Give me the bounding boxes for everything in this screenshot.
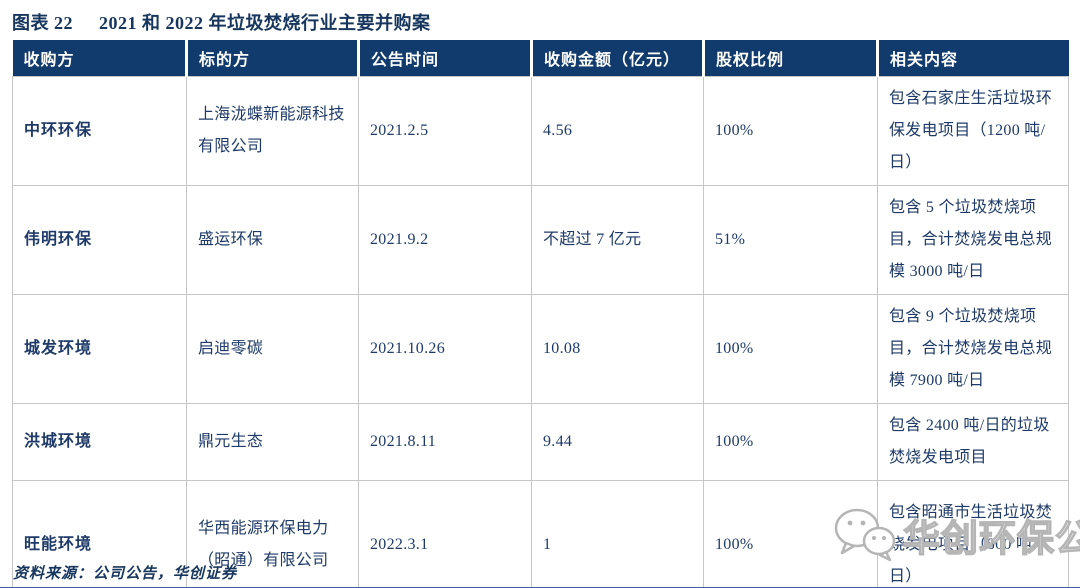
table-row: 旺能环境 华西能源环保电力（昭通）有限公司 2022.3.1 1 100% 包含… — [12, 479, 1069, 588]
cell-target: 华西能源环保电力（昭通）有限公司 — [186, 479, 359, 588]
cell-equity: 51% — [703, 184, 878, 295]
col-header-amount: 收购金额（亿元） — [531, 40, 705, 76]
table-row: 城发环境 启迪零碳 2021.10.26 10.08 100% 包含 9 个垃圾… — [12, 293, 1069, 404]
cell-target: 启迪零碳 — [186, 293, 359, 404]
col-header-equity: 股权比例 — [703, 40, 879, 76]
cell-amount: 不超过 7 亿元 — [531, 184, 704, 295]
cell-equity: 100% — [703, 75, 878, 186]
cell-date: 2021.2.5 — [358, 75, 532, 186]
cell-amount: 10.08 — [531, 293, 704, 404]
col-header-acquirer: 收购方 — [12, 40, 188, 76]
cell-detail: 包含 9 个垃圾焚烧项目，合计焚烧发电总规模 7900 吨/日 — [877, 293, 1069, 404]
cell-amount: 1 — [531, 479, 704, 588]
source-note: 资料来源：公司公告，华创证券 — [13, 566, 238, 582]
table-row: 中环环保 上海泷蝶新能源科技有限公司 2021.2.5 4.56 100% 包含… — [12, 75, 1069, 186]
figure-title: 图表 22 2021 和 2022 年垃圾焚烧行业主要并购案 — [12, 9, 431, 35]
cell-detail: 包含昭通市生活垃圾焚烧发电项目（800 吨/日） — [877, 479, 1069, 588]
cell-acquirer: 伟明环保 — [12, 184, 187, 295]
col-header-target: 标的方 — [186, 40, 360, 76]
cell-acquirer: 中环环保 — [12, 75, 187, 186]
cell-equity: 100% — [703, 402, 878, 481]
cell-equity: 100% — [703, 293, 878, 404]
cell-date: 2021.9.2 — [358, 184, 532, 295]
mna-table: 收购方 标的方 公告时间 收购金额（亿元） 股权比例 相关内容 中环环保 上海泷… — [12, 40, 1069, 588]
cell-amount: 9.44 — [531, 402, 704, 481]
col-header-date: 公告时间 — [358, 40, 533, 76]
cell-detail: 包含石家庄生活垃圾环保发电项目（1200 吨/日） — [877, 75, 1069, 186]
col-header-detail: 相关内容 — [877, 40, 1069, 76]
cell-acquirer: 城发环境 — [12, 293, 187, 404]
cell-target: 鼎元生态 — [186, 402, 359, 481]
figure-number: 图表 22 — [12, 13, 73, 33]
cell-amount: 4.56 — [531, 75, 704, 186]
table-header-row: 收购方 标的方 公告时间 收购金额（亿元） 股权比例 相关内容 — [12, 40, 1069, 76]
cell-target: 上海泷蝶新能源科技有限公司 — [186, 75, 359, 186]
cell-equity: 100% — [703, 479, 878, 588]
cell-date: 2021.10.26 — [358, 293, 532, 404]
cell-acquirer: 旺能环境 — [12, 479, 187, 588]
cell-date: 2022.3.1 — [358, 479, 532, 588]
cell-detail: 包含 2400 吨/日的垃圾焚烧发电项目 — [877, 402, 1069, 481]
table-row: 洪城环境 鼎元生态 2021.8.11 9.44 100% 包含 2400 吨/… — [12, 402, 1069, 481]
cell-detail: 包含 5 个垃圾焚烧项目，合计焚烧发电总规模 3000 吨/日 — [877, 184, 1069, 295]
cell-date: 2021.8.11 — [358, 402, 532, 481]
cell-acquirer: 洪城环境 — [12, 402, 187, 481]
table-row: 伟明环保 盛运环保 2021.9.2 不超过 7 亿元 51% 包含 5 个垃圾… — [12, 184, 1069, 295]
figure-title-text: 2021 和 2022 年垃圾焚烧行业主要并购案 — [99, 13, 431, 33]
cell-target: 盛运环保 — [186, 184, 359, 295]
